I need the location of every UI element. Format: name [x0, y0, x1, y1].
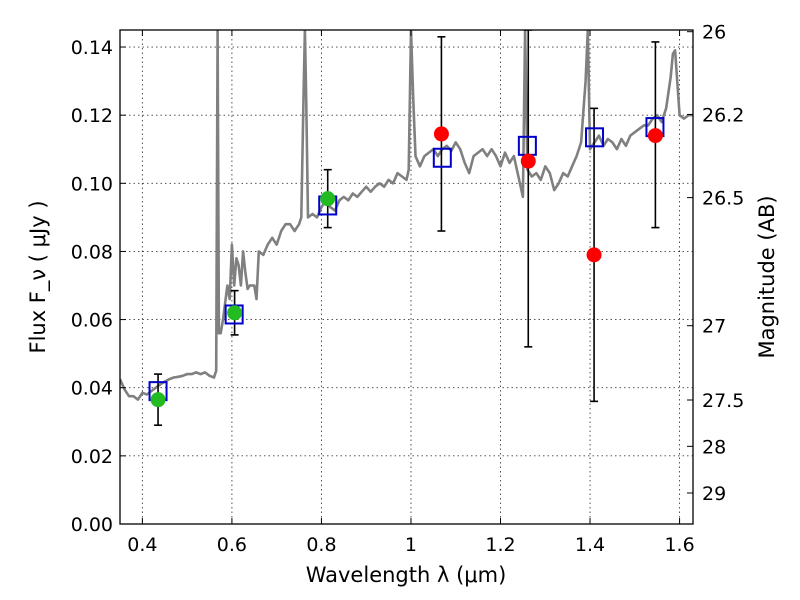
y-tick-label: 0.04 [71, 378, 113, 400]
y-tick-label: 0.02 [71, 446, 113, 468]
right-tick-label: 27 [702, 316, 726, 338]
x-tick-label: 1.6 [664, 534, 694, 556]
right-tick-label: 28 [702, 436, 726, 458]
x-tick-label: 0.4 [127, 534, 157, 556]
y-axis-label: Flux F_ν ( μJy ) [26, 200, 51, 353]
model-photometry-boxes [148, 117, 665, 402]
x-tick-label: 1.2 [485, 534, 515, 556]
y-tick-label: 0.00 [71, 514, 113, 536]
axis-ticks: 0.4 0.6 0.8 1 1.2 1.4 1.6 0.00 0.02 0.04 0.06 0.08 0… [71, 22, 745, 556]
nir-flux-point [520, 153, 536, 169]
y-tick-label: 0.14 [71, 37, 113, 59]
optical-flux-point [320, 191, 336, 207]
y-tick-label: 0.10 [71, 173, 113, 195]
y-tick-label: 0.08 [71, 241, 113, 263]
right-tick-label: 27.5 [702, 390, 744, 412]
right-tick-label: 29 [702, 483, 726, 505]
spectrum-line [120, 30, 693, 401]
grid-lines [120, 30, 693, 525]
optical-flux-point [227, 305, 243, 321]
right-tick-label: 26 [702, 22, 726, 44]
x-tick-label: 1 [405, 534, 417, 556]
nir-flux-point [586, 247, 602, 263]
optical-flux-point [150, 392, 166, 408]
model-box-marker [432, 147, 452, 168]
right-tick-label: 26.5 [702, 188, 744, 210]
observed-photometry-points [150, 126, 663, 408]
y-tick-label: 0.12 [71, 105, 113, 127]
plot-frame [119, 29, 694, 525]
nir-flux-point [433, 126, 449, 142]
x-tick-label: 0.8 [306, 534, 336, 556]
x-axis-label: Wavelength λ (μm) [306, 563, 507, 587]
nir-flux-point [647, 128, 663, 144]
right-axis-label: Magnitude (AB) [755, 195, 779, 358]
model-box-marker [585, 127, 605, 148]
right-tick-label: 26.2 [702, 104, 744, 126]
y-tick-label: 0.06 [71, 310, 113, 332]
error-bars [154, 30, 660, 427]
x-tick-label: 1.4 [575, 534, 605, 556]
x-tick-label: 0.6 [217, 534, 247, 556]
